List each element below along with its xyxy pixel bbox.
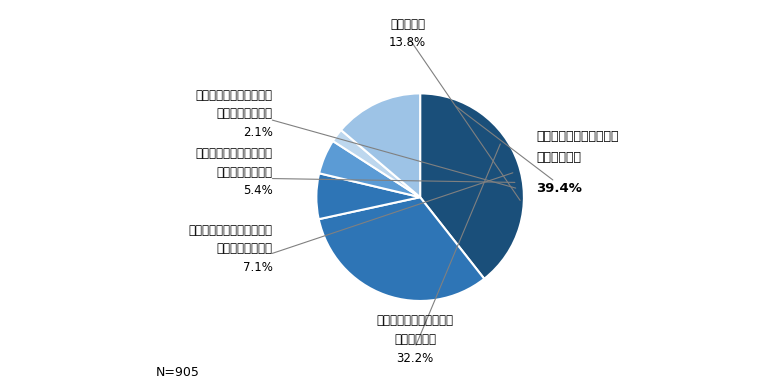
Text: 定着している: 定着している xyxy=(536,151,581,164)
Text: 7.1%: 7.1% xyxy=(243,261,273,274)
Text: 2.1%: 2.1% xyxy=(243,126,273,139)
Text: 性も感じていない: 性も感じていない xyxy=(217,108,273,121)
Wedge shape xyxy=(317,173,420,219)
Text: 取り組んでいるが、まった: 取り組んでいるが、まった xyxy=(189,223,273,237)
Text: 取り組んでおり、全体で: 取り組んでおり、全体で xyxy=(536,130,619,143)
Text: 5.4%: 5.4% xyxy=(243,184,273,197)
Text: わからない: わからない xyxy=(391,18,426,31)
Wedge shape xyxy=(333,130,420,197)
Text: 39.4%: 39.4% xyxy=(536,182,582,195)
Text: 取り組んでおらず、必要: 取り組んでおらず、必要 xyxy=(196,89,273,102)
Wedge shape xyxy=(341,93,420,197)
Text: 定着している: 定着している xyxy=(394,333,436,346)
Wedge shape xyxy=(319,141,420,197)
Text: く定着していない: く定着していない xyxy=(217,242,273,255)
Text: 取り組んでおり、一部で: 取り組んでおり、一部で xyxy=(377,314,454,327)
Text: 必要性は感じているが、: 必要性は感じているが、 xyxy=(196,147,273,160)
Wedge shape xyxy=(319,197,484,301)
Text: 32.2%: 32.2% xyxy=(396,352,433,365)
Text: 取り組んでいない: 取り組んでいない xyxy=(217,166,273,179)
Text: N=905: N=905 xyxy=(156,366,199,379)
Text: 13.8%: 13.8% xyxy=(389,36,426,49)
Wedge shape xyxy=(420,93,524,279)
